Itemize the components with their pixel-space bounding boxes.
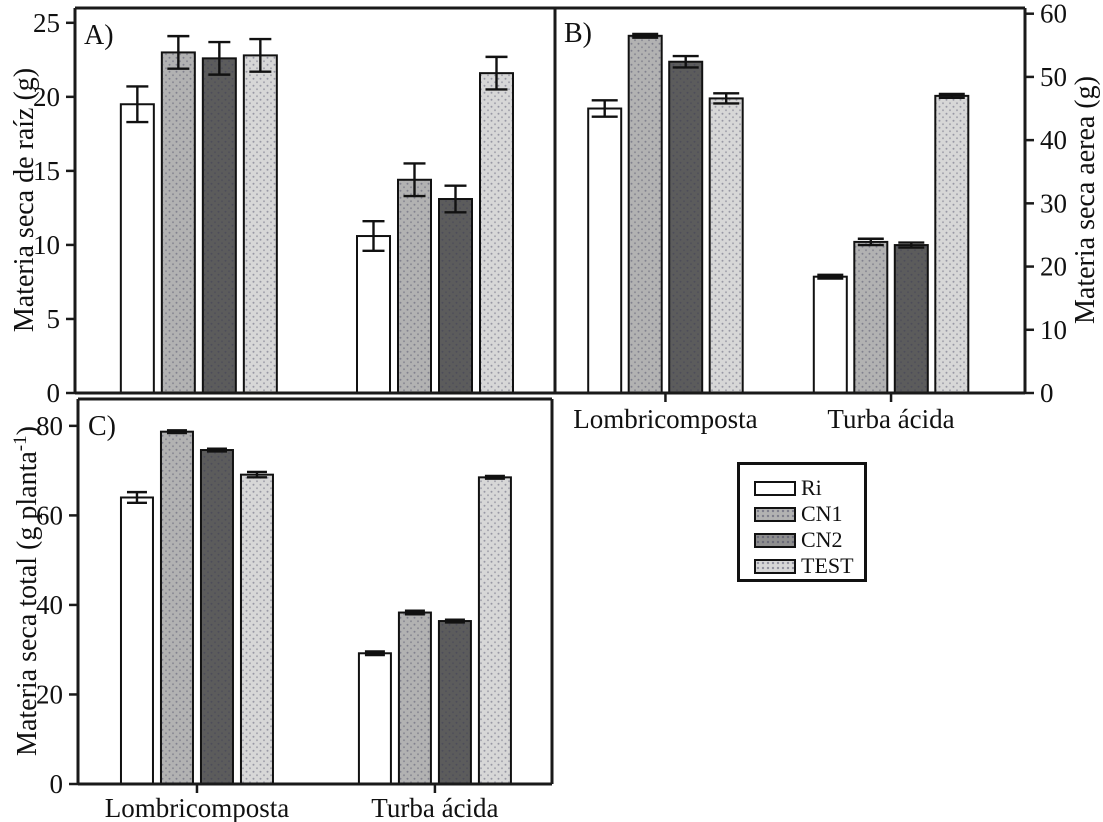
y-tick-label-20: 20 — [36, 679, 63, 709]
legend-swatch-test — [754, 558, 796, 574]
errorbar-test-lombricomposta — [249, 37, 272, 73]
y-tick-label-40: 40 — [36, 590, 63, 620]
bar-test-turba-cida-texture — [481, 74, 512, 393]
y-tick-label-0: 0 — [50, 769, 64, 799]
errorbar-ri-turba-cida — [362, 220, 385, 253]
x-category-label-lombricomposta: Lombricomposta — [573, 404, 757, 434]
panel-frame — [76, 397, 554, 786]
bar-cn2-lombricomposta-texture — [201, 451, 232, 783]
y-tick-label-20: 20 — [1040, 252, 1067, 282]
bar-ri-lombricomposta — [119, 103, 155, 394]
errorbar-ri-turba-cida — [364, 650, 385, 657]
legend-item-test: TEST — [754, 553, 864, 579]
y-tick-label-80: 80 — [36, 411, 63, 441]
legend-label-cn2: CN2 — [801, 527, 843, 552]
y-tick-label-5: 5 — [47, 304, 61, 334]
bar-cn1-lombricomposta-texture — [629, 36, 661, 392]
errorbar-cn1-lombricomposta — [166, 429, 187, 435]
bar-cn1-turba-cida-texture — [399, 613, 430, 783]
legend-label-test: TEST — [801, 553, 854, 578]
y-tick-label-15: 15 — [33, 156, 60, 186]
errorbar-cn1-lombricomposta — [167, 34, 190, 70]
legend-label-cn1: CN1 — [801, 501, 843, 526]
legend-item-ri: Ri — [754, 475, 864, 501]
legend-item-cn2: CN2 — [754, 527, 864, 553]
y-tick-label-30: 30 — [1040, 188, 1067, 218]
errorbar-cn2-turba-cida — [444, 618, 465, 624]
errorbar-cn1-turba-cida — [857, 237, 884, 247]
errorbar-cn2-lombricomposta — [206, 447, 227, 453]
bar-ri-lombricomposta — [587, 107, 623, 394]
y-axis-label-a: Materia seca de raíz (g) — [9, 68, 40, 332]
bar-test-lombricomposta-texture — [710, 99, 742, 393]
bar-test-lombricomposta-texture — [244, 56, 276, 393]
x-category-label-lombricomposta: Lombricomposta — [105, 793, 289, 822]
legend-item-cn1: CN1 — [754, 501, 864, 527]
y-axis-label-main: Materia seca total (g planta — [12, 451, 43, 756]
y-tick-label-60: 60 — [36, 500, 63, 530]
errorbar-cn2-turba-cida — [444, 184, 467, 214]
bar-test-turba-cida-texture — [479, 478, 510, 783]
legend: Ri CN1 CN2 TEST — [737, 462, 867, 582]
bar-ri-lombricomposta — [119, 496, 154, 785]
y-axis-label-superscript: -1 — [10, 435, 31, 451]
errorbar-cn2-lombricomposta — [672, 54, 699, 69]
y-axis-label-b: Materia seca aerea (g) — [1070, 76, 1101, 324]
y-axis-label-c: Materia seca total (g planta-1) — [10, 426, 43, 756]
errorbar-cn2-turba-cida — [898, 241, 925, 249]
bar-ri-turba-cida — [357, 652, 392, 785]
y-tick-label-60: 60 — [1040, 0, 1067, 29]
bar-cn1-turba-cida-texture — [855, 242, 887, 392]
errorbar-test-turba-cida — [485, 55, 508, 91]
bar-test-lombricomposta-texture — [241, 475, 272, 783]
errorbar-test-turba-cida — [938, 92, 965, 99]
bar-cn1-lombricomposta-texture — [161, 432, 192, 783]
bar-ri-turba-cida — [356, 235, 391, 394]
bar-test-turba-cida-texture — [936, 96, 968, 392]
errorbar-cn1-lombricomposta — [632, 32, 659, 39]
y-axis-label-close: ) — [12, 426, 43, 435]
bar-cn2-turba-cida-texture — [440, 200, 471, 392]
panel-letter-b: B) — [564, 18, 592, 49]
panel-a: 0 5 10 15 20 25 Materia seca de raíz (g) A) — [9, 6, 557, 408]
legend-swatch-ri — [754, 480, 796, 496]
errorbar-test-turba-cida — [484, 474, 505, 480]
errorbar-cn1-turba-cida — [403, 162, 426, 198]
bar-ri-turba-cida — [812, 275, 848, 394]
y-tick-label-10: 10 — [33, 230, 60, 260]
y-tick-label-40: 40 — [1040, 125, 1067, 155]
bar-cn1-lombricomposta-texture — [162, 53, 194, 393]
y-tick-label-10: 10 — [1040, 315, 1067, 345]
errorbar-ri-lombricomposta — [126, 85, 149, 124]
x-category-label-turba-cida: Turba ácida — [827, 404, 954, 434]
errorbar-test-lombricomposta — [713, 92, 740, 105]
panel-letter-a: A) — [84, 20, 114, 51]
y-tick-label-50: 50 — [1040, 62, 1067, 92]
y-tick-label-0: 0 — [1040, 378, 1054, 408]
bar-cn2-lombricomposta-texture — [203, 59, 235, 392]
x-category-label-turba-cida: Turba ácida — [371, 793, 498, 822]
bar-cn1-turba-cida-texture — [399, 180, 430, 392]
errorbar-test-lombricomposta — [246, 470, 267, 479]
panel-b: Lombricomposta Turba ácida 0 10 20 30 40 50 60 Ma… — [553, 0, 1101, 434]
errorbar-ri-lombricomposta — [126, 490, 147, 505]
y-tick-label-20: 20 — [33, 82, 60, 112]
bar-cn2-turba-cida-texture — [439, 622, 470, 783]
y-tick-label-25: 25 — [33, 8, 60, 38]
bar-cn2-lombricomposta-texture — [670, 62, 702, 393]
legend-swatch-cn1 — [754, 506, 796, 522]
panel-letter-c: C) — [88, 411, 116, 442]
errorbar-cn2-lombricomposta — [208, 40, 231, 76]
errorbar-cn1-turba-cida — [404, 609, 425, 616]
y-tick-label-0: 0 — [47, 378, 61, 408]
panel-c: Lombricomposta Turba ácida020406080Materi… — [10, 397, 554, 822]
legend-swatch-cn2 — [754, 532, 796, 548]
errorbar-ri-lombricomposta — [591, 99, 618, 118]
errorbar-ri-turba-cida — [817, 273, 844, 280]
bar-cn2-turba-cida-texture — [895, 246, 927, 392]
legend-label-ri: Ri — [801, 475, 822, 500]
